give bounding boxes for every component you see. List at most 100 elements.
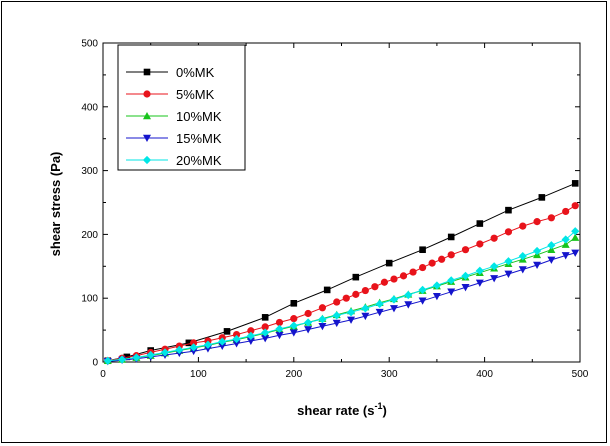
data-point-20pct-mk (160, 348, 170, 357)
data-point-5pct-mk (247, 327, 255, 335)
legend-label-15pct-mk: 15%MK (176, 131, 222, 146)
data-point-5pct-mk (571, 202, 579, 210)
data-point-20pct-mk (203, 340, 213, 349)
data-point-5pct-mk (290, 315, 298, 323)
data-point-15pct-mk (304, 326, 313, 334)
data-point-20pct-mk (332, 311, 341, 320)
data-point-20pct-mk (132, 353, 141, 362)
legend: 0%MK 5%MK 10%MK 15%MK 20%MK (117, 44, 246, 171)
data-point-0pct-mk (323, 286, 331, 294)
y-axis-title: shear stress (Pa) (48, 152, 63, 257)
data-point-20pct-mk (532, 246, 542, 256)
data-point-0pct-mk (223, 328, 231, 335)
data-point-0pct-mk (571, 180, 579, 187)
series-line-20pct-mk (107, 230, 576, 362)
data-point-20pct-mk (318, 315, 327, 324)
data-point-15pct-mk (189, 347, 198, 356)
x-tick-label: 400 (476, 369, 493, 380)
data-point-20pct-mk (447, 276, 456, 285)
data-point-15pct-mk (361, 312, 370, 321)
y-tick-label: 100 (81, 294, 98, 305)
data-point-20pct-mk (232, 334, 241, 344)
data-point-5pct-mk (390, 275, 398, 283)
data-point-5pct-mk (275, 318, 284, 327)
data-point-15pct-mk (203, 345, 212, 353)
data-point-15pct-mk (261, 335, 270, 343)
data-point-5pct-mk (490, 234, 498, 242)
data-point-10pct-mk (561, 240, 570, 248)
data-point-15pct-mk (461, 284, 470, 292)
data-point-15pct-mk (447, 288, 456, 296)
data-point-20pct-mk (346, 308, 356, 317)
data-point-15pct-mk (475, 279, 484, 287)
data-point-20pct-mk (461, 271, 470, 280)
data-point-5pct-mk (461, 246, 470, 254)
x-tick-label: 200 (285, 369, 302, 380)
data-point-20pct-mk (275, 324, 284, 333)
data-point-5pct-mk (418, 263, 427, 272)
legend-box (117, 44, 246, 171)
y-tick-label: 500 (81, 39, 98, 50)
data-point-20pct-mk (561, 235, 570, 244)
legend-label-0pct-mk: 0%MK (176, 65, 215, 80)
data-point-20pct-mk (175, 345, 184, 354)
data-point-5pct-mk (361, 286, 369, 295)
data-point-5pct-mk (190, 339, 198, 347)
data-point-0pct-mk (505, 206, 512, 214)
data-point-20pct-mk (246, 331, 255, 340)
data-point-15pct-mk (490, 275, 499, 283)
legend-marker-15pct-mk (143, 134, 151, 142)
data-point-0pct-mk (385, 259, 393, 267)
data-point-20pct-mk (504, 257, 513, 266)
data-point-15pct-mk (533, 261, 542, 270)
data-point-0pct-mk (185, 339, 193, 347)
legend-marker-5pct-mk (143, 90, 151, 98)
series-10pct-mk (103, 233, 580, 365)
data-point-15pct-mk (232, 340, 241, 348)
data-point-15pct-mk (571, 249, 580, 257)
x-tick-label: 100 (190, 369, 207, 380)
data-point-15pct-mk (289, 329, 298, 337)
legend-label-5pct-mk: 5%MK (176, 87, 215, 102)
data-point-20pct-mk (571, 227, 580, 236)
data-point-20pct-mk (432, 281, 441, 290)
data-point-0pct-mk (352, 273, 360, 281)
data-point-20pct-mk (117, 355, 127, 364)
data-point-20pct-mk (404, 290, 413, 300)
data-point-20pct-mk (304, 318, 313, 327)
data-point-0pct-mk (476, 220, 484, 227)
data-point-20pct-mk (375, 299, 384, 309)
data-point-20pct-mk (490, 262, 499, 271)
data-point-0pct-mk (261, 314, 269, 321)
x-axis-title-sup: -1 (374, 401, 382, 411)
data-point-15pct-mk (404, 301, 413, 309)
data-point-15pct-mk (432, 292, 441, 301)
data-point-5pct-mk (232, 330, 241, 339)
x-axis-title: shear rate (s-1) (297, 401, 387, 418)
data-point-0pct-mk (538, 194, 546, 201)
data-point-15pct-mk (218, 342, 227, 351)
data-point-20pct-mk (361, 304, 370, 313)
data-point-5pct-mk (352, 290, 360, 298)
x-axis-title-end: ) (383, 403, 387, 418)
legend-marker-0pct-mk (143, 68, 151, 76)
data-point-15pct-mk (561, 252, 570, 260)
data-point-20pct-mk (261, 328, 270, 337)
data-point-5pct-mk (261, 323, 269, 331)
x-tick-label: 0 (100, 369, 106, 380)
data-point-20pct-mk (389, 295, 399, 304)
data-point-5pct-mk (409, 268, 417, 276)
data-point-5pct-mk (428, 259, 436, 267)
data-point-5pct-mk (504, 228, 513, 236)
data-point-5pct-mk (476, 240, 484, 248)
y-tick-label: 400 (81, 102, 98, 113)
legend-label-10pct-mk: 10%MK (176, 109, 222, 124)
data-point-5pct-mk (562, 207, 570, 216)
data-point-5pct-mk (318, 304, 327, 312)
data-point-5pct-mk (380, 278, 389, 286)
data-point-15pct-mk (389, 305, 398, 313)
data-point-20pct-mk (189, 343, 198, 352)
data-point-20pct-mk (103, 356, 112, 365)
data-point-20pct-mk (146, 350, 155, 360)
